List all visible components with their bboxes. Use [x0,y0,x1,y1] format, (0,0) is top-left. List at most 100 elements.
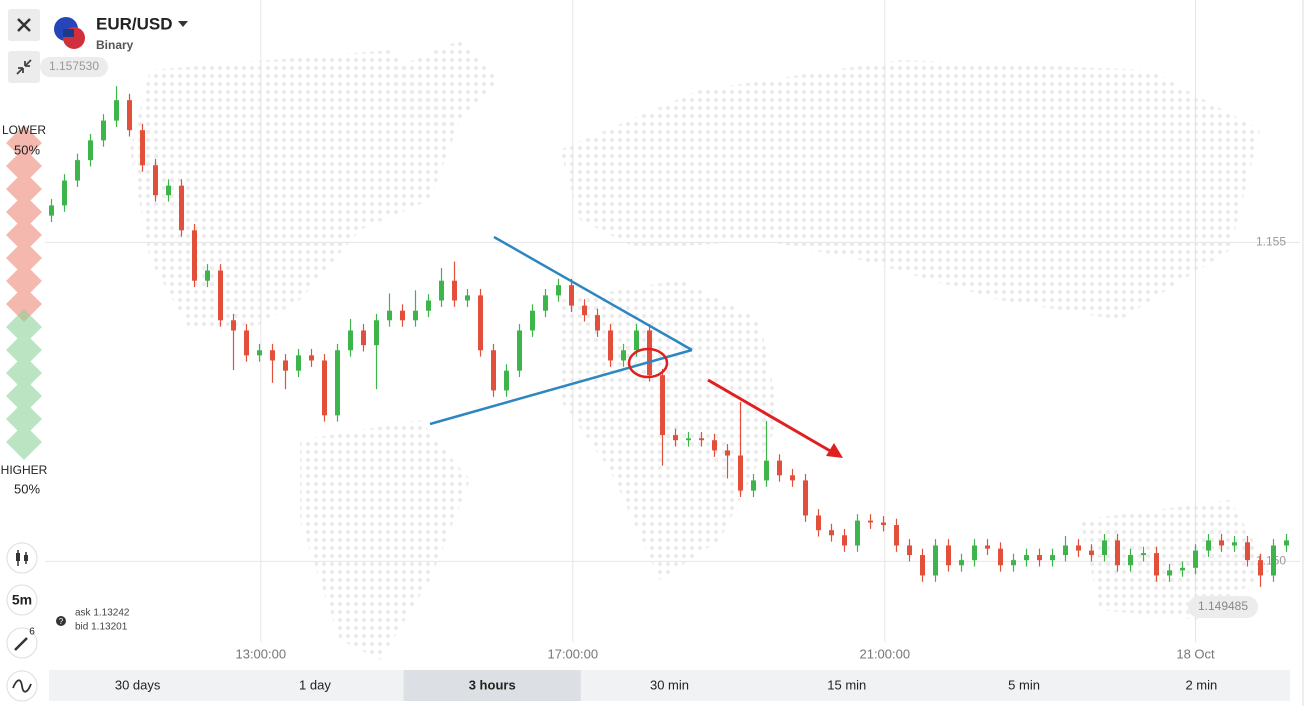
candle-body [101,120,106,141]
candle-body [1024,555,1029,561]
asset-dropdown[interactable] [178,21,188,27]
lower-percent: 50% [14,142,40,157]
candle-body [218,270,223,321]
candle-body [517,330,522,371]
candle-body [1115,540,1120,566]
asset-mode: Binary [96,38,134,52]
candle-body [816,515,821,531]
candle-body [647,330,652,376]
candle-body [322,360,327,416]
period-option[interactable]: 5 min [1008,677,1040,692]
world-map [130,40,1270,660]
candle-body [504,370,509,391]
sentiment-meter [6,125,42,460]
candle-body [985,545,990,549]
candle-body [582,305,587,316]
period-option[interactable]: 30 min [650,677,689,692]
candle-body [634,330,639,351]
last-price-pill [1188,596,1258,618]
higher-label: HIGHER [1,463,48,477]
ask-price: ask 1.13242 [75,608,130,619]
period-active-bg [403,670,581,701]
candle-body [244,330,249,356]
candle-body [556,285,561,296]
candle-body [465,295,470,301]
trend-arrow [707,378,843,458]
candle-body [699,438,704,441]
candle-body [569,285,574,306]
candle-body [257,350,262,356]
candle-body [1154,553,1159,576]
candle-body [907,545,912,556]
period-option[interactable]: 3 hours [469,677,516,692]
candle-body [946,545,951,566]
candle-body [88,140,93,161]
collapse-icon [16,59,32,75]
us-flag-canton [63,29,74,37]
max-price-label: 1.157530 [49,59,99,73]
x-tick-label: 18 Oct [1176,646,1215,661]
quote-info-mark: ? [59,617,64,626]
collapse-button[interactable] [8,51,40,83]
x-tick-label: 21:00:00 [859,646,910,661]
y-tick-label: 1.155 [1256,235,1286,249]
candle-body [1128,555,1133,566]
pencil-icon [14,637,28,651]
candle-body [1232,542,1237,546]
candle-body [959,560,964,566]
drawings-count: 6 [29,627,35,638]
candle-body [1167,570,1172,576]
candle-body [920,555,925,576]
period-bar [49,670,1290,701]
candle-body [751,480,756,491]
max-price-pill [40,57,108,77]
x-tick-label: 17:00:00 [547,646,598,661]
period-option[interactable]: 2 min [1185,677,1217,692]
close-icon [17,18,31,32]
candle-body [127,100,132,131]
candle-body [543,295,548,311]
chart-type-button[interactable] [6,542,38,574]
candle-body [1206,540,1211,551]
candle-body [998,548,1003,566]
candle-body [1193,550,1198,568]
interval-label: 5m [12,592,32,608]
candle-body [426,300,431,311]
candle-body [478,295,483,351]
candle-body [374,320,379,346]
candle-body [738,455,743,491]
candle-body [1063,545,1068,556]
candle-body [49,205,54,216]
candle-body [1011,560,1016,566]
candle-body [309,355,314,361]
period-option[interactable]: 30 days [115,677,161,692]
interval-button[interactable] [6,584,38,616]
candle-body [413,310,418,321]
candle-body [803,480,808,516]
candle-body [1180,567,1185,571]
triangle-annotation [429,235,693,426]
quote-info-icon[interactable] [56,616,66,626]
candle-body [712,440,717,451]
period-option[interactable]: 15 min [827,677,866,692]
asset-name[interactable]: EUR/USD [96,14,173,33]
candle-body [270,350,275,361]
chart-type-icon-body [16,553,20,561]
candle-body [764,460,769,481]
candle-body [686,438,691,441]
candle-body [660,375,665,436]
period-option[interactable]: 1 day [299,677,331,692]
candle-body [1141,553,1146,556]
candle-body [1102,540,1107,556]
candle-body [972,545,977,561]
breakout-circle [627,347,669,379]
candle-body [283,360,288,371]
candle-body [335,350,340,416]
candle-body [790,475,795,481]
candle-body [1037,555,1042,561]
lower-label: LOWER [2,123,46,137]
candle-body [777,460,782,476]
